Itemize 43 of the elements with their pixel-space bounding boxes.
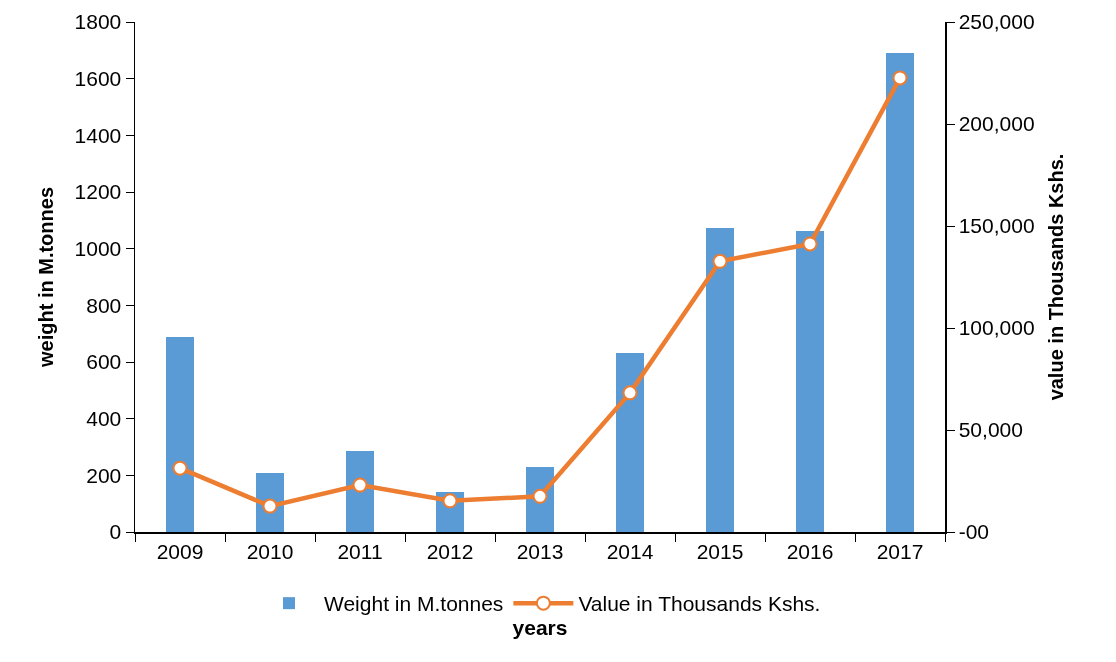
point [802, 236, 818, 252]
point [532, 488, 548, 504]
bar [795, 230, 825, 532]
y-tick-label: 1800 [74, 10, 122, 34]
x-tick-label: 2009 [156, 539, 204, 563]
point [712, 253, 728, 269]
y-tick-label: 1000 [74, 237, 122, 261]
y-tick-label: 1200 [74, 180, 122, 204]
y-tick-label: 400 [86, 407, 122, 431]
point [352, 477, 368, 493]
x-tick-label: 2013 [516, 539, 564, 563]
bar [165, 337, 195, 532]
y2-tick-label: -00 [958, 520, 990, 544]
x-tick-label: 2011 [337, 539, 383, 563]
point [622, 385, 638, 401]
y-tick-label: 800 [86, 293, 122, 317]
bar [615, 352, 645, 532]
x-tick-label: 2016 [786, 539, 834, 563]
x-tick-label: 2012 [426, 539, 474, 563]
point [172, 460, 188, 476]
y2-tick-label: 150,000 [958, 214, 1035, 238]
y2-axis-title: value in Thousands Kshs. [1044, 153, 1067, 401]
point [442, 493, 458, 509]
x-axis-title: years [512, 615, 568, 639]
y-axis-title: weight in M.tonnes [35, 187, 58, 368]
x-tick-label: 2017 [876, 539, 924, 563]
x-tick-label: 2010 [246, 539, 294, 563]
legend-label: Weight in M.tonnes [324, 592, 504, 616]
point [892, 70, 908, 86]
y-tick-label: 1400 [74, 123, 122, 147]
y2-tick-label: 200,000 [958, 112, 1035, 136]
x-tick-label: 2014 [606, 539, 654, 563]
y2-tick-label: 100,000 [958, 316, 1035, 340]
y2-tick-label: 250,000 [958, 10, 1035, 34]
y-tick-label: 1600 [74, 67, 122, 91]
y-tick-label: 200 [86, 463, 122, 487]
y-tick-label: 600 [86, 350, 122, 374]
y-tick-label: 0 [109, 520, 122, 544]
bar [885, 52, 915, 532]
x-tick-label: 2015 [696, 539, 744, 563]
legend-label: Value in Thousands Kshs. [578, 592, 821, 616]
bar [705, 228, 735, 532]
y2-tick-label: 50,000 [958, 418, 1023, 442]
